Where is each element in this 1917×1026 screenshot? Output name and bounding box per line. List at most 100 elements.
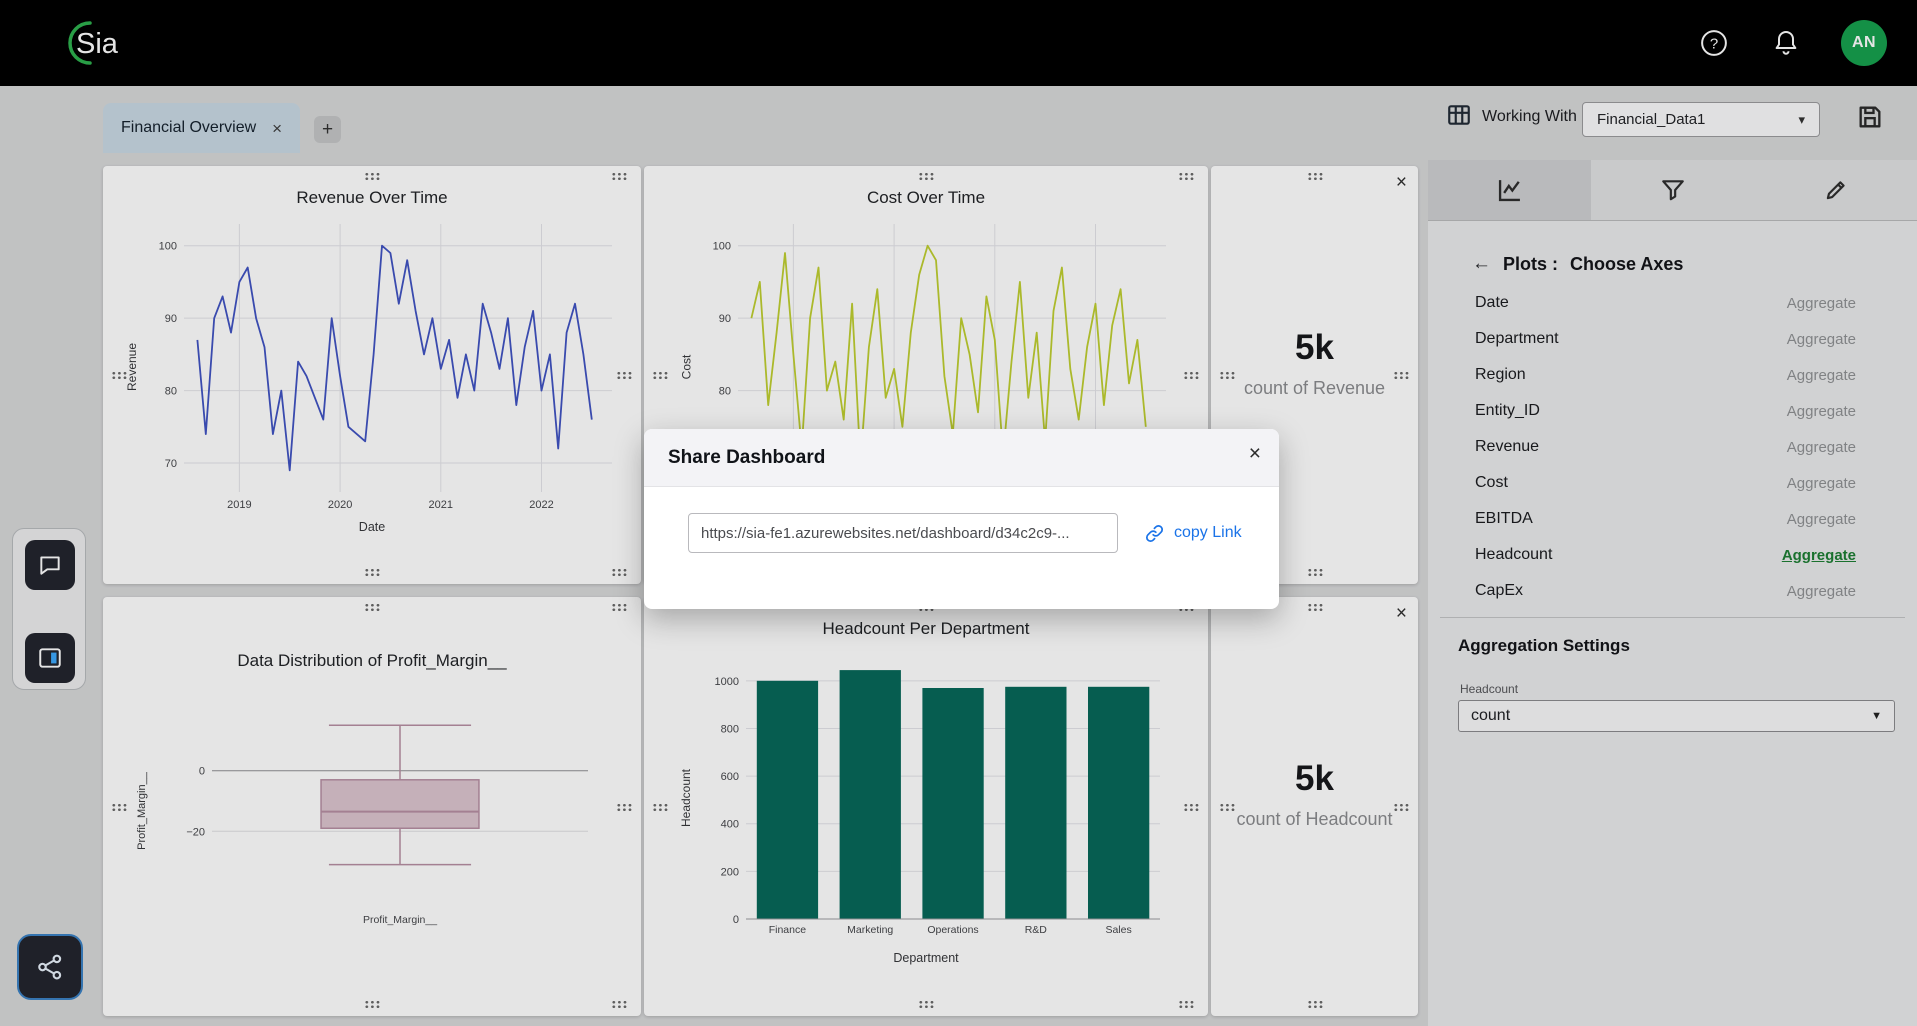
close-widget-button[interactable]: × (1395, 172, 1407, 193)
drag-handle[interactable] (1306, 568, 1324, 577)
top-navbar: Sia ? AN (0, 0, 1917, 86)
drag-handle[interactable] (111, 802, 128, 812)
big-number-value: 5k (1295, 327, 1334, 367)
share-dashboard-button[interactable] (17, 934, 83, 1000)
save-dashboard-button[interactable] (1856, 103, 1884, 136)
svg-text:80: 80 (165, 386, 177, 398)
tab-edit[interactable] (1754, 160, 1917, 220)
add-tab-button[interactable]: + (314, 116, 341, 143)
drag-handle[interactable] (918, 1000, 935, 1009)
bell-icon (1775, 31, 1797, 55)
headcount-bar-chart: 0 200 400 600 800 1000 Finance Marketing Operati… (715, 670, 1160, 936)
aggregate-link[interactable]: Aggregate (1786, 438, 1856, 456)
plot-field-row[interactable]: EBITDA Aggregate (1428, 501, 1917, 537)
drag-handle[interactable] (1306, 1000, 1324, 1009)
svg-text:?: ? (1710, 36, 1718, 53)
dashboard-tab-financial-overview[interactable]: Financial Overview × (103, 103, 301, 153)
copy-link-button[interactable]: copy Link (1144, 523, 1242, 544)
drag-handle[interactable] (652, 802, 669, 812)
aggregation-settings-title: Aggregation Settings (1458, 636, 1630, 655)
drag-handle[interactable] (364, 568, 381, 577)
close-widget-button[interactable]: × (1395, 603, 1407, 624)
plot-field-row[interactable]: Revenue Aggregate (1428, 429, 1917, 465)
plot-field-row[interactable]: Region Aggregate (1428, 357, 1917, 393)
svg-text:Sales: Sales (1105, 924, 1131, 936)
svg-text:Marketing: Marketing (847, 924, 893, 936)
plot-field-row[interactable]: Cost Aggregate (1428, 465, 1917, 501)
profit-margin-box-plot: 0 −20 Profit_Margin__ (186, 724, 588, 926)
layout-button[interactable] (25, 633, 75, 683)
drag-handle[interactable] (364, 1000, 381, 1009)
notifications-button[interactable] (1769, 26, 1803, 60)
aggregate-link[interactable]: Aggregate (1786, 330, 1856, 348)
widget-profit-margin-distribution: Data Distribution of Profit_Margin__ Pro… (103, 597, 641, 1016)
x-axis-label: Department (893, 951, 959, 965)
drag-handle[interactable] (1306, 172, 1324, 181)
aggregate-link[interactable]: Aggregate (1786, 474, 1856, 492)
plot-field-row[interactable]: Headcount Aggregate (1428, 537, 1917, 573)
plot-field-row[interactable]: CapEx Aggregate (1428, 573, 1917, 609)
aggregate-link[interactable]: Aggregate (1786, 366, 1856, 384)
drag-handle[interactable] (918, 172, 935, 181)
drag-handle[interactable] (611, 568, 628, 577)
chat-button[interactable] (25, 540, 75, 590)
drag-handle[interactable] (364, 172, 381, 181)
drag-handle[interactable] (1219, 802, 1236, 812)
svg-text:200: 200 (721, 866, 739, 878)
chart-title: Revenue Over Time (296, 188, 448, 207)
drag-handle[interactable] (1393, 802, 1410, 812)
back-arrow-icon[interactable]: ← (1472, 253, 1491, 274)
working-with-bar: Working With Financial_Data1 ▾ (1428, 96, 1917, 148)
svg-text:2022: 2022 (529, 499, 553, 511)
drag-handle[interactable] (611, 172, 628, 181)
dataset-dropdown-value: Financial_Data1 (1597, 111, 1706, 128)
tab-plots[interactable] (1428, 160, 1591, 220)
aggregate-link[interactable]: Aggregate (1786, 510, 1856, 528)
x-axis-label: Date (358, 520, 386, 534)
aggregate-link[interactable]: Aggregate (1786, 294, 1856, 312)
drag-handle[interactable] (364, 603, 381, 612)
aggregation-function-select[interactable]: count ▼ (1458, 700, 1895, 732)
revenue-line-chart: 70 80 90 100 2019 2020 2021 2022 (159, 224, 612, 511)
modal-header: Share Dashboard × (644, 429, 1279, 487)
field-name: EBITDA (1475, 510, 1533, 527)
field-name: Headcount (1475, 546, 1553, 563)
drag-handle[interactable] (611, 1000, 628, 1009)
modal-close-icon[interactable]: × (1248, 442, 1261, 465)
working-with-label: Working With (1482, 108, 1577, 125)
tab-filters[interactable] (1591, 160, 1754, 220)
svg-text:2019: 2019 (227, 499, 251, 511)
aggregate-link[interactable]: Aggregate (1786, 582, 1856, 600)
drag-handle[interactable] (1178, 172, 1195, 181)
drag-handle[interactable] (1183, 371, 1200, 380)
aggregation-function-value: count (1471, 707, 1511, 724)
help-button[interactable]: ? (1697, 26, 1731, 60)
field-name: Department (1475, 330, 1559, 347)
drag-handle[interactable] (111, 371, 128, 380)
widget-revenue-over-time: Revenue Over Time Revenue 70 80 90 100 2019 2… (103, 166, 641, 584)
share-url-input[interactable] (688, 513, 1118, 553)
drag-handle[interactable] (652, 371, 669, 380)
svg-text:100: 100 (713, 241, 731, 253)
drag-handle[interactable] (611, 603, 628, 612)
drag-handle[interactable] (1219, 371, 1236, 380)
big-number-value: 5k (1295, 759, 1334, 798)
aggregate-link[interactable]: Aggregate (1786, 402, 1856, 420)
dataset-dropdown[interactable]: Financial_Data1 ▾ (1582, 102, 1820, 137)
close-tab-icon[interactable]: × (272, 118, 283, 138)
drag-handle[interactable] (616, 371, 633, 380)
plot-field-row[interactable]: Department Aggregate (1428, 321, 1917, 357)
drag-handle[interactable] (1306, 603, 1324, 612)
drag-handle[interactable] (1183, 802, 1200, 812)
share-nodes-icon (38, 954, 62, 980)
plot-field-row[interactable]: Entity_ID Aggregate (1428, 393, 1917, 429)
aggregate-link[interactable]: Aggregate (1781, 546, 1856, 564)
drag-handle[interactable] (1393, 371, 1410, 380)
drag-handle[interactable] (1178, 1000, 1195, 1009)
plot-field-row[interactable]: Date Aggregate (1428, 285, 1917, 321)
svg-text:70: 70 (165, 458, 177, 470)
svg-text:0: 0 (733, 914, 739, 926)
user-avatar[interactable]: AN (1841, 20, 1887, 66)
drag-handle[interactable] (616, 802, 633, 812)
link-icon (1145, 524, 1164, 542)
